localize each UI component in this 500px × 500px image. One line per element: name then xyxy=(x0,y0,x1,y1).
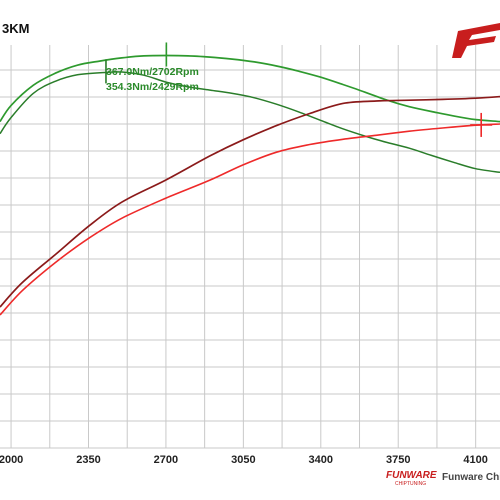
footer-brand-text: Funware Chi xyxy=(442,472,500,483)
chart-title-fragment: 3KM xyxy=(2,21,29,36)
brand-logo-icon xyxy=(452,23,500,58)
chart-series xyxy=(0,54,500,316)
x-tick-label: 2000 xyxy=(0,454,23,466)
x-axis-tick-labels: 2000 2350 2700 3050 3400 3750 4100 xyxy=(0,454,488,466)
x-tick-label: 4100 xyxy=(463,454,487,466)
x-tick-label: 2700 xyxy=(154,454,178,466)
x-tick-label: 2350 xyxy=(76,454,100,466)
footer-logo-subtext: CHIPTUNING xyxy=(395,481,426,487)
x-tick-label: 3400 xyxy=(309,454,333,466)
brand-logo: F xyxy=(452,23,500,58)
footer-logo: FUNWARE CHIPTUNING Funware Chi xyxy=(386,470,500,487)
chart-peak-markers xyxy=(105,42,493,137)
x-tick-label: 3050 xyxy=(231,454,255,466)
peak-annotation-tuned: 367.0Nm/2702Rpm xyxy=(106,66,199,78)
series-line-tuned-power xyxy=(0,95,500,308)
x-tick-label: 3750 xyxy=(386,454,410,466)
series-line-tuned-torque xyxy=(0,54,500,123)
chart-grid xyxy=(0,45,500,449)
peak-annotation-stock: 354.3Nm/2429Rpm xyxy=(106,81,199,93)
series-line-stock-power xyxy=(0,123,500,316)
series-line-stock-torque xyxy=(0,71,500,174)
footer-logo-text: FUNWARE xyxy=(386,470,437,481)
